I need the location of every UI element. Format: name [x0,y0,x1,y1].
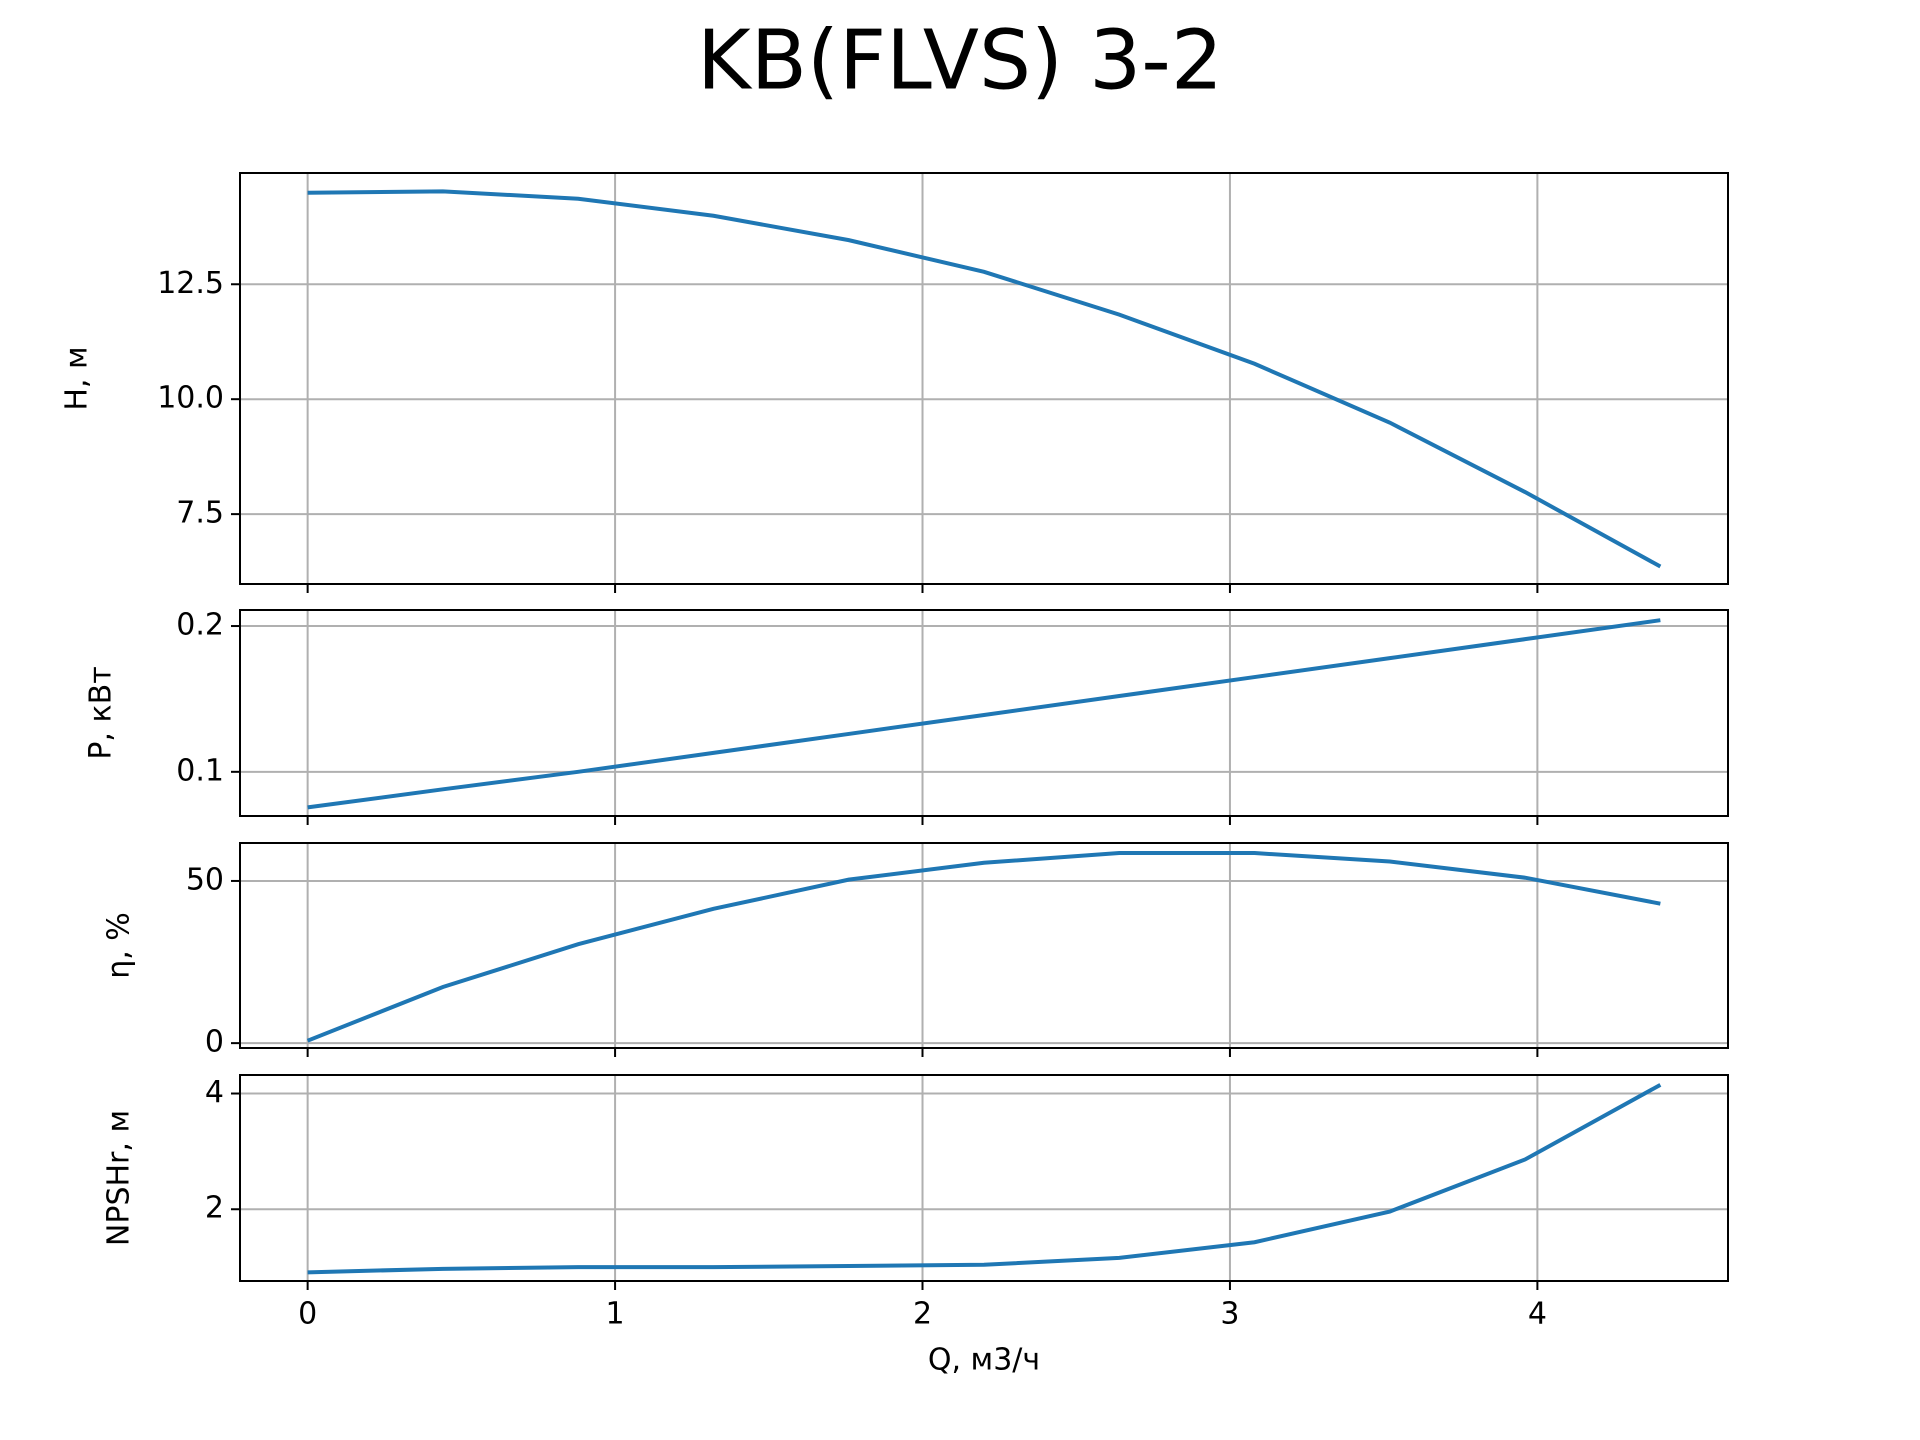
data-line [306,851,1661,1043]
axes-frame [239,172,1729,585]
data-line [307,1083,1662,1275]
y-tick-label: 7.5 [176,496,224,531]
x-tick-label: 1 [606,1297,625,1332]
y-tick-label: 10.0 [157,381,224,416]
x-tick-label: 3 [1220,1297,1239,1332]
y-axis-label: P, кВт [84,666,119,759]
y-tick-label: 0 [205,1025,224,1060]
y-axis-label: NPSHr, м [102,1110,137,1246]
y-axis-label: η, % [102,912,137,979]
y-axis-label: H, м [60,346,95,410]
y-tick-label: 2 [205,1191,224,1226]
x-tick-label: 4 [1528,1297,1547,1332]
x-axis-label: Q, м3/ч [928,1343,1040,1378]
y-tick-label: 4 [205,1075,224,1110]
chart-title: KB(FLVS) 3-2 [697,13,1223,108]
y-tick-label: 50 [186,862,224,897]
data-line [307,618,1661,810]
x-tick-label: 2 [913,1297,932,1332]
x-tick-label: 0 [298,1297,317,1332]
axes-frame [239,842,1729,1049]
y-tick-label: 0.2 [176,608,224,643]
data-line [307,189,1662,569]
y-tick-label: 0.1 [176,753,224,788]
y-tick-label: 12.5 [157,266,224,301]
axes-frame [239,609,1729,817]
axes-frame [239,1074,1729,1282]
